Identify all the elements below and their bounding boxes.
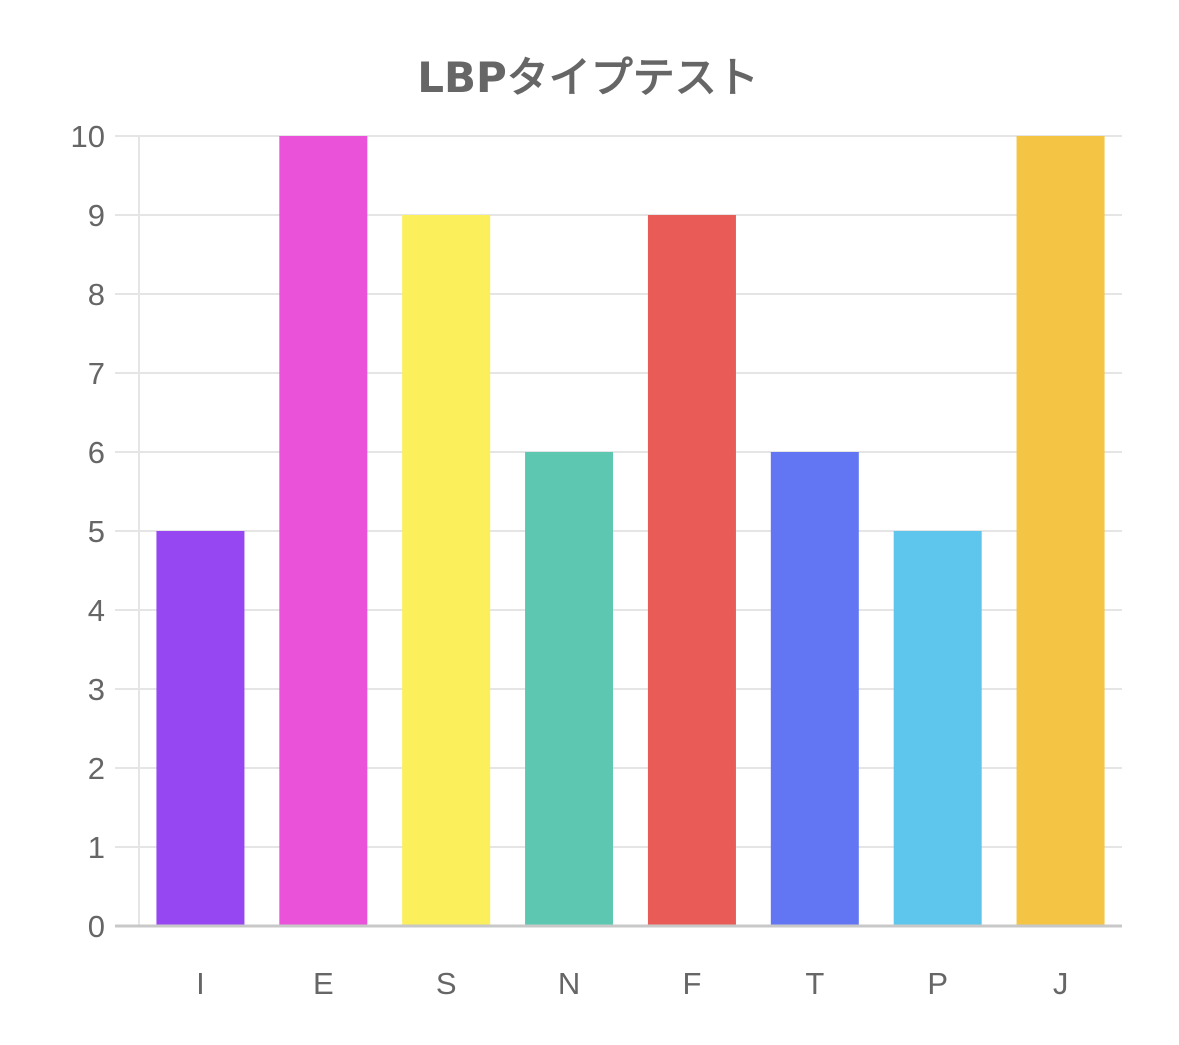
x-tick-label: P [927,966,948,1001]
y-tick-label: 3 [88,672,105,707]
bar-F[interactable] [647,215,736,926]
axes [115,136,1122,928]
x-tick-label: S [436,966,457,1001]
bar-N[interactable] [525,452,614,926]
bar-I[interactable] [156,531,245,926]
x-tick-label: I [196,966,205,1001]
x-tick-label: F [682,966,701,1001]
y-tick-label: 10 [71,119,105,154]
x-tick-label: N [558,966,580,1001]
y-tick-label: 1 [88,830,105,865]
bar-S[interactable] [402,215,491,926]
y-axis-tick-labels: 0 1 2 3 4 5 6 7 8 9 10 [71,119,105,944]
bar-T[interactable] [770,452,859,926]
x-tick-label: T [805,966,824,1001]
x-tick-label: E [313,966,334,1001]
bars [156,136,1105,926]
y-tick-label: 5 [88,514,105,549]
y-tick-label: 6 [88,435,105,470]
y-tick-label: 8 [88,277,105,312]
y-tick-label: 9 [88,198,105,233]
x-tick-label: J [1053,966,1069,1001]
y-tick-label: 2 [88,751,105,786]
chart-title: LBPタイプテスト [417,53,759,102]
bar-P[interactable] [893,531,982,926]
y-tick-label: 0 [88,909,105,944]
y-tick-label: 4 [88,593,105,628]
bar-E[interactable] [279,136,368,926]
bar-J[interactable] [1016,136,1105,926]
y-tick-label: 7 [88,356,105,391]
